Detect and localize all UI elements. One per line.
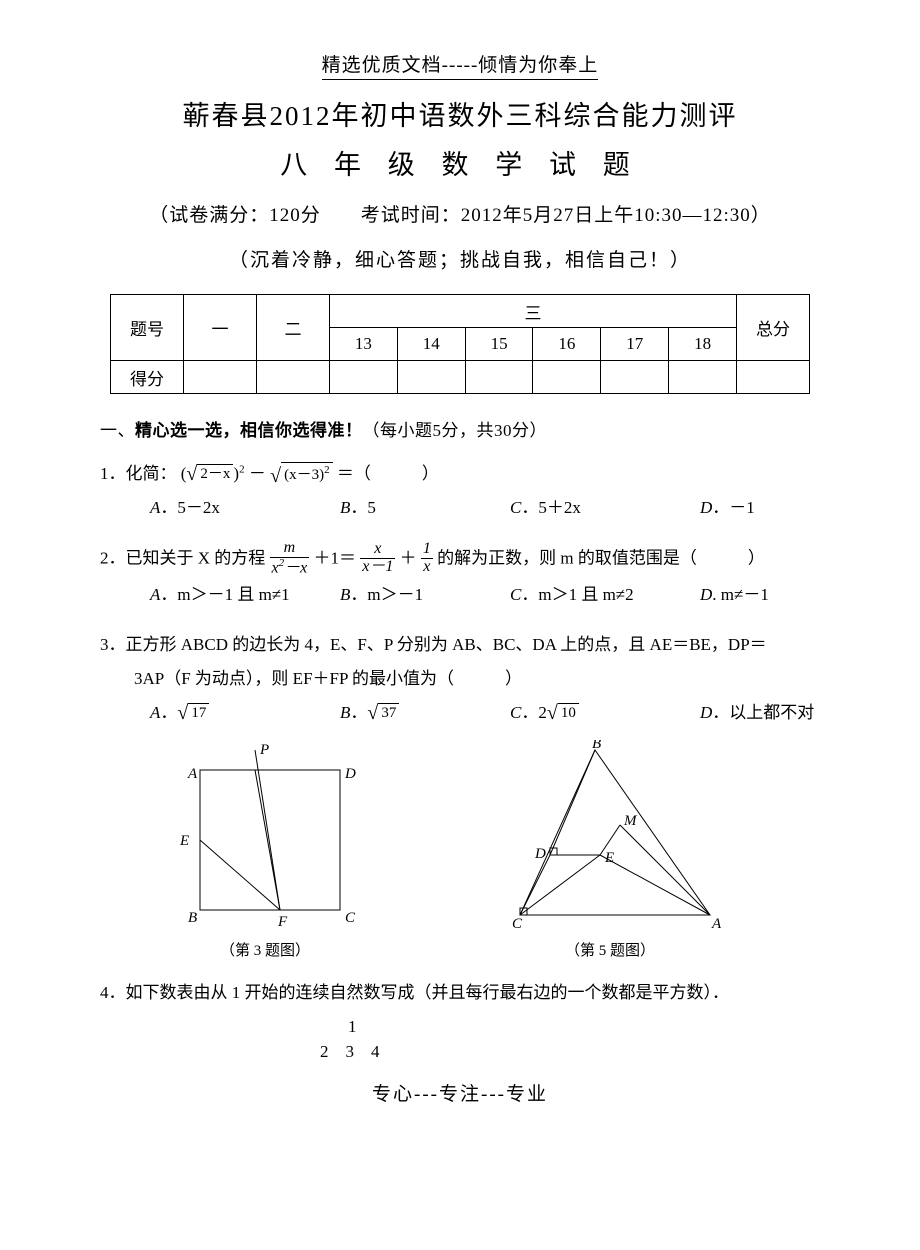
opt-d: D. m≠－1	[700, 578, 820, 612]
top-header-text: 精选优质文档-----倾情为你奉上	[322, 50, 599, 80]
opt-c: C．2√10	[510, 696, 700, 730]
opt-c: C．5＋2x	[510, 491, 700, 525]
cell-blank	[184, 361, 257, 394]
page-footer: 专心---专注---专业	[100, 1079, 820, 1106]
sub-16: 16	[533, 328, 601, 361]
opt-b: B．√37	[340, 696, 510, 730]
question-2: 2．已知关于 X 的方程 mx2－x ＋1＝ xx－1 ＋ 1x 的解为正数，则…	[100, 541, 820, 578]
question-3: 3．正方形 ABCD 的边长为 4，E、F、P 分别为 AB、BC、DA 上的点…	[100, 628, 820, 696]
figures-row: P A D E B F C （第 3 题图）	[100, 740, 820, 960]
cell-blank	[669, 361, 737, 394]
q2-options: A．m＞－1 且 m≠1 B．m＞－1 C．m＞1 且 m≠2 D. m≠－1	[100, 578, 820, 612]
col-label: 题号	[111, 295, 184, 361]
q3-line2: 3AP（F 为动点），则 EF＋FP 的最小值为（ ）	[100, 662, 820, 696]
svg-text:M: M	[623, 813, 638, 829]
q3-options: A．√17 B．√37 C．2√10 D．以上都不对	[100, 696, 820, 730]
q1-label: 1．化简：	[100, 464, 177, 483]
svg-text:E: E	[604, 850, 614, 866]
main-title: 蕲春县2012年初中语数外三科综合能力测评	[100, 94, 820, 133]
triangle-figure-icon: B M D E C A	[490, 740, 730, 930]
sqrt-icon: √(x－3)2	[270, 462, 332, 486]
section-prefix: 一、	[100, 421, 135, 440]
q1-options: A．5－2x B．5 C．5＋2x D．－1	[100, 491, 820, 525]
page-root: 精选优质文档-----倾情为你奉上 蕲春县2012年初中语数外三科综合能力测评 …	[50, 0, 870, 1136]
q2-pre: 2．已知关于 X 的方程	[100, 548, 270, 567]
q3-line1: 3．正方形 ABCD 的边长为 4，E、F、P 分别为 AB、BC、DA 上的点…	[100, 628, 820, 662]
svg-text:B: B	[592, 740, 601, 752]
opt-d: D．以上都不对	[700, 696, 820, 730]
exam-info: （试卷满分：120分 考试时间：2012年5月27日上午10:30—12:30）	[100, 200, 820, 227]
svg-text:A: A	[711, 916, 722, 930]
sub-18: 18	[669, 328, 737, 361]
svg-text:A: A	[187, 766, 198, 782]
svg-text:C: C	[512, 916, 523, 930]
opt-c: C．m＞1 且 m≠2	[510, 578, 700, 612]
fraction: xx－1	[360, 541, 395, 576]
question-1: 1．化简： (√2－x)2 － √(x－3)2 ＝（ ）	[100, 457, 820, 491]
opt-a: A．√17	[150, 696, 340, 730]
svg-text:P: P	[259, 742, 269, 758]
square-figure-icon: P A D E B F C	[160, 740, 370, 930]
sub-13: 13	[330, 328, 398, 361]
col-one: 一	[184, 295, 257, 361]
motto: （沉着冷静，细心答题；挑战自我，相信自己！）	[100, 245, 820, 272]
table-row: 题号 一 二 三 总分	[111, 295, 810, 328]
section-1-head: 一、精心选一选，相信你选得准！（每小题5分，共30分）	[100, 416, 820, 441]
fraction: 1x	[421, 541, 433, 576]
opt-b: B．m＞－1	[340, 578, 510, 612]
svg-text:F: F	[277, 914, 288, 930]
opt-a: A．5－2x	[150, 491, 340, 525]
tri-row-1: 1	[320, 1014, 820, 1040]
cell-blank	[330, 361, 398, 394]
fig3-caption: （第 3 题图）	[160, 939, 370, 960]
sub-15: 15	[465, 328, 533, 361]
score-table: 题号 一 二 三 总分 13 14 15 16 17 18 得分	[110, 294, 810, 394]
svg-text:D: D	[344, 766, 356, 782]
sup-2: 2	[239, 463, 245, 475]
col-two: 二	[257, 295, 330, 361]
col-total: 总分	[737, 295, 810, 361]
svg-text:E: E	[179, 833, 189, 849]
section-suffix: （每小题5分，共30分）	[363, 421, 548, 440]
cell-blank	[737, 361, 810, 394]
top-header: 精选优质文档-----倾情为你奉上	[100, 50, 820, 80]
sqrt-icon: √2－x	[186, 464, 233, 485]
cell-blank	[601, 361, 669, 394]
fraction: mx2－x	[270, 540, 310, 577]
cell-blank	[257, 361, 330, 394]
cell-blank	[397, 361, 465, 394]
tri-row-2: 2 3 4	[320, 1039, 820, 1065]
opt-d: D．－1	[700, 491, 820, 525]
row-score-label: 得分	[111, 361, 184, 394]
opt-b: B．5	[340, 491, 510, 525]
col-three: 三	[330, 295, 737, 328]
svg-text:C: C	[345, 910, 356, 926]
q2-post: 的解为正数，则 m 的取值范围是（ ）	[437, 548, 765, 567]
sub-17: 17	[601, 328, 669, 361]
question-4: 4．如下数表由从 1 开始的连续自然数写成（并且每行最右边的一个数都是平方数）．	[100, 976, 820, 1010]
number-triangle: 1 2 3 4	[100, 1014, 820, 1065]
figure-q5: B M D E C A （第 5 题图）	[490, 740, 730, 960]
section-bold: 精心选一选，相信你选得准！	[135, 421, 363, 440]
cell-blank	[533, 361, 601, 394]
table-row: 得分	[111, 361, 810, 394]
q1-tail: ＝（ ）	[337, 464, 439, 483]
fig5-caption: （第 5 题图）	[490, 939, 730, 960]
svg-text:B: B	[188, 910, 197, 926]
cell-blank	[465, 361, 533, 394]
opt-a: A．m＞－1 且 m≠1	[150, 578, 340, 612]
sub-14: 14	[397, 328, 465, 361]
figure-q3: P A D E B F C （第 3 题图）	[160, 740, 370, 960]
svg-text:D: D	[534, 846, 546, 862]
sub-title: 八 年 级 数 学 试 题	[100, 143, 820, 182]
